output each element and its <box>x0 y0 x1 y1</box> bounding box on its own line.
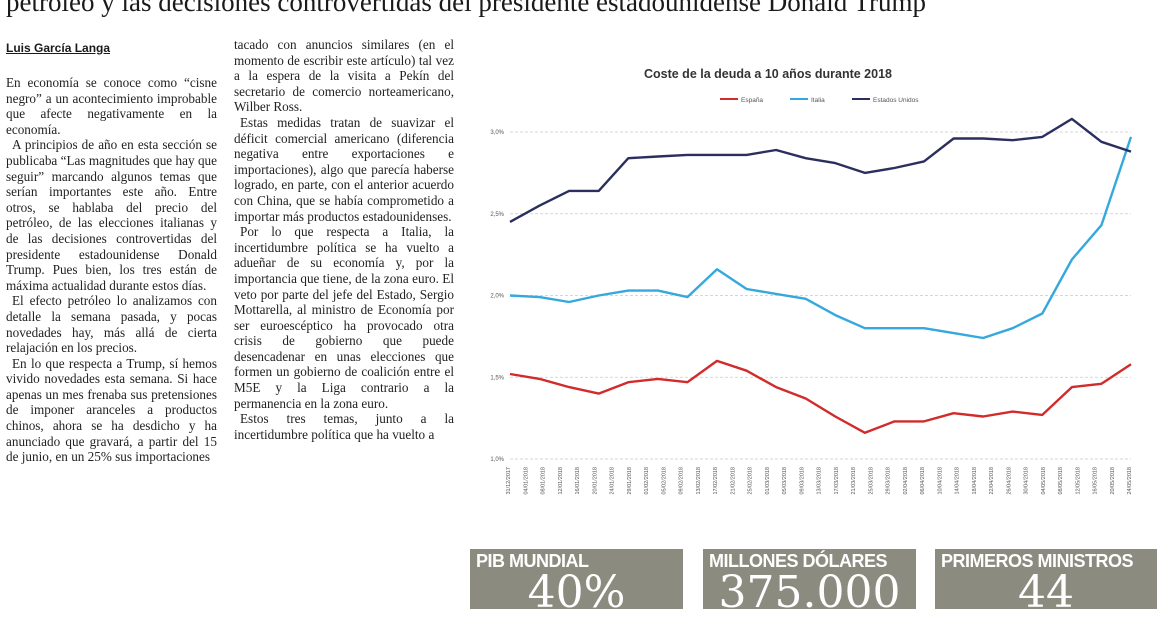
x-tick-label: 20/01/2018 <box>592 467 598 495</box>
chart-background <box>468 48 1151 530</box>
x-tick-label: 05/03/2018 <box>782 467 788 495</box>
paragraph: A principios de año en esta sección se p… <box>6 137 217 293</box>
legend-label: Italia <box>811 97 825 104</box>
y-axis-ticks: 1,0% 1,5% 2,0% 2,5% 3,0% <box>490 130 504 463</box>
stat-box-title: MILLONES DÓLARES <box>709 551 888 571</box>
stat-box-value: 44 <box>1018 567 1074 618</box>
article-column-2: tacado con anuncios similares (en el mom… <box>234 37 454 442</box>
stat-box-value: 375.000 <box>718 567 901 618</box>
stat-box-dollars: MILLONES DÓLARES 375.000 <box>703 549 916 615</box>
x-tick-label: 10/04/2018 <box>937 467 943 495</box>
paragraph: En economía se conoce como “cisne negro”… <box>6 75 217 137</box>
x-tick-label: 09/03/2018 <box>799 467 805 495</box>
article-headline: petróleo y las decisiones controvertidas… <box>6 0 927 17</box>
y-tick-label: 2,0% <box>490 294 504 300</box>
chart-grid <box>510 131 1131 460</box>
paragraph: En lo que respecta a Trump, sí hemos viv… <box>6 355 217 465</box>
chart-series <box>509 117 1133 434</box>
x-tick-label: 18/04/2018 <box>972 467 978 495</box>
x-tick-label: 12/05/2018 <box>1075 467 1081 495</box>
stat-box-ministers: PRIMEROS MINISTROS 44 <box>935 549 1157 615</box>
y-tick-label: 1,5% <box>490 375 504 381</box>
x-tick-label: 13/03/2018 <box>817 467 823 495</box>
x-tick-label: 08/01/2018 <box>541 467 547 495</box>
x-tick-label: 24/01/2018 <box>610 467 616 495</box>
x-tick-label: 21/03/2018 <box>851 467 857 495</box>
line-chart: Coste de la deuda a 10 años durante 2018… <box>468 48 1151 530</box>
x-tick-label: 21/02/2018 <box>730 467 736 495</box>
y-tick-label: 3,0% <box>490 130 504 136</box>
paragraph: tacado con anuncios similares (en el mom… <box>234 37 454 115</box>
chart-legend: España Italia Estados Unidos <box>720 97 919 104</box>
x-tick-label: 29/01/2018 <box>627 467 633 495</box>
x-tick-label: 16/05/2018 <box>1093 467 1099 495</box>
stat-box-pib: PIB MUNDIAL 40% <box>470 549 683 615</box>
paragraph: Estas medidas tratan de suavizar el défi… <box>234 114 454 224</box>
x-tick-label: 06/04/2018 <box>920 467 926 495</box>
x-tick-label: 29/03/2018 <box>886 467 892 495</box>
stat-box-title: PIB MUNDIAL <box>476 551 589 571</box>
legend-label: Estados Unidos <box>873 97 919 104</box>
author-byline[interactable]: Luis García Langa <box>6 41 111 55</box>
x-tick-label: 30/04/2018 <box>1024 467 1030 495</box>
bond-yield-chart: Coste de la deuda a 10 años durante 2018… <box>468 48 1151 530</box>
legend-label: España <box>741 97 763 104</box>
x-tick-label: 05/02/2018 <box>661 467 667 495</box>
y-tick-label: 2,5% <box>490 212 504 218</box>
series-line-espana <box>509 359 1132 434</box>
x-tick-label: 17/03/2018 <box>834 467 840 495</box>
paragraph: Por lo que respecta a Italia, la incerti… <box>234 224 454 411</box>
stat-box-value: 40% <box>527 567 626 618</box>
x-tick-label: 26/04/2018 <box>1006 467 1012 495</box>
x-tick-label: 09/02/2018 <box>679 467 685 495</box>
x-tick-label: 25/02/2018 <box>748 467 754 495</box>
x-tick-label: 22/04/2018 <box>989 467 995 495</box>
stat-box-title: PRIMEROS MINISTROS <box>941 551 1134 571</box>
x-tick-label: 12/01/2018 <box>558 467 564 495</box>
x-tick-label: 14/04/2018 <box>955 467 961 495</box>
x-tick-label: 04/01/2018 <box>523 467 529 495</box>
article-column-1: En economía se conoce como “cisne negro”… <box>6 75 217 465</box>
x-tick-label: 01/03/2018 <box>765 467 771 495</box>
chart-title: Coste de la deuda a 10 años durante 2018 <box>644 67 892 81</box>
x-tick-label: 04/05/2018 <box>1041 467 1047 495</box>
series-line-italia <box>509 136 1133 340</box>
x-tick-label: 24/05/2018 <box>1127 467 1133 495</box>
paragraph: Estos tres temas, junto a la incertidumb… <box>234 411 454 442</box>
y-tick-label: 1,0% <box>490 457 504 463</box>
x-axis-ticks: 31/12/2017 04/01/2018 08/01/2018 12/01/2018… <box>506 467 1133 495</box>
x-tick-label: 17/02/2018 <box>713 467 719 495</box>
x-tick-label: 25/03/2018 <box>868 467 874 495</box>
x-tick-label: 31/12/2017 <box>506 467 512 495</box>
series-line-estados-unidos <box>509 117 1132 223</box>
x-tick-label: 13/02/2018 <box>696 467 702 495</box>
paragraph: El efecto petróleo lo analizamos con det… <box>6 293 217 356</box>
x-tick-label: 08/05/2018 <box>1058 467 1064 495</box>
x-tick-label: 16/01/2018 <box>575 467 581 495</box>
x-tick-label: 01/02/2018 <box>644 467 650 495</box>
x-tick-label: 20/05/2018 <box>1110 467 1116 495</box>
x-tick-label: 02/04/2018 <box>903 467 909 495</box>
